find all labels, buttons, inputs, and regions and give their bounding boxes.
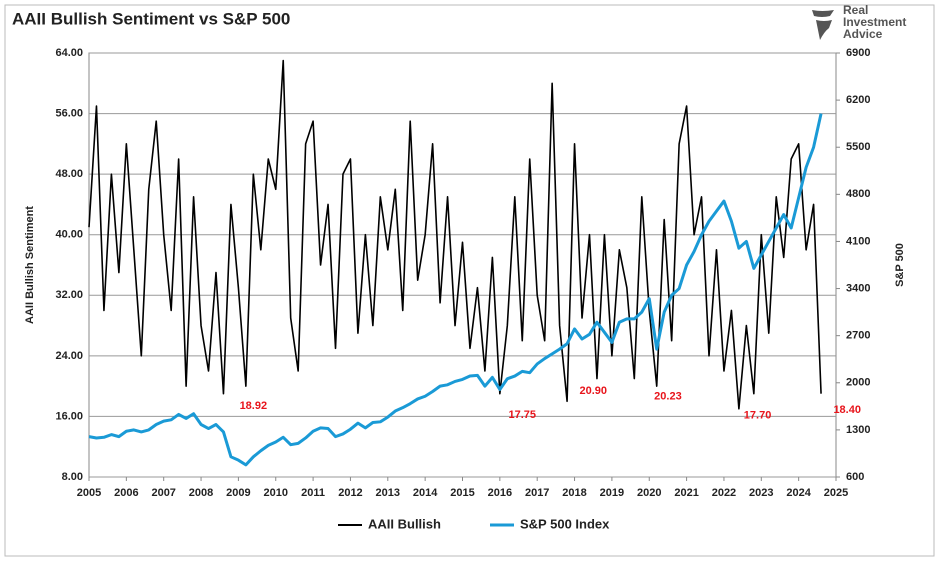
x-tick-label: 2016 [488,487,512,499]
y2-tick-label: 2000 [846,377,870,389]
y2-tick-label: 1300 [846,424,870,436]
y2-tick-label: 4800 [846,188,870,200]
x-tick-label: 2012 [338,487,362,499]
logo-text: Investment [843,15,906,29]
x-tick-label: 2014 [413,487,438,499]
logo-text: Advice [843,27,883,41]
x-tick-label: 2023 [749,487,773,499]
annotation: 17.70 [744,409,772,421]
y-tick-label: 32.00 [55,289,83,301]
y-tick-label: 8.00 [62,471,83,483]
x-tick-label: 2021 [674,487,698,499]
y2-tick-label: 5500 [846,141,870,153]
x-tick-label: 2010 [264,487,288,499]
y-tick-label: 48.00 [55,168,83,180]
x-tick-label: 2025 [824,487,848,499]
y2-tick-label: 6200 [846,94,870,106]
annotation: 18.40 [833,404,861,416]
y-tick-label: 24.00 [55,350,83,362]
series-line [88,59,822,410]
y2-tick-label: 2700 [846,330,870,342]
x-tick-label: 2024 [786,487,811,499]
chart-title: AAII Bullish Sentiment vs S&P 500 [12,9,290,28]
x-tick-label: 2013 [376,487,400,499]
y2-axis-label: S&P 500 [894,243,906,287]
x-tick-label: 2015 [450,487,474,499]
annotation: 17.75 [508,409,536,421]
x-tick-label: 2017 [525,487,549,499]
legend-label: S&P 500 Index [520,516,610,531]
legend-label: AAII Bullish [368,516,441,531]
x-tick-label: 2005 [77,487,101,499]
y2-tick-label: 6900 [846,47,870,59]
x-tick-label: 2007 [151,487,175,499]
logo-icon [812,10,834,40]
x-tick-label: 2011 [301,487,325,499]
y-axis-label: AAII Bullish Sentiment [24,206,36,324]
y2-tick-label: 600 [846,471,864,483]
y-tick-label: 56.00 [55,107,83,119]
logo-text: Real [843,3,868,17]
annotation: 20.23 [654,390,682,402]
x-tick-label: 2018 [562,487,586,499]
y-tick-label: 64.00 [55,47,83,59]
x-tick-label: 2008 [189,487,213,499]
annotation: 20.90 [579,385,607,397]
x-tick-label: 2022 [712,487,736,499]
annotation: 18.92 [240,400,268,412]
frame [4,4,935,557]
x-tick-label: 2006 [114,487,138,499]
series-line [88,113,823,467]
x-tick-label: 2009 [226,487,250,499]
y-tick-label: 16.00 [55,410,83,422]
y2-tick-label: 4100 [846,235,870,247]
y2-tick-label: 3400 [846,282,870,294]
x-tick-label: 2019 [600,487,624,499]
y-tick-label: 40.00 [55,229,83,241]
x-tick-label: 2020 [637,487,661,499]
